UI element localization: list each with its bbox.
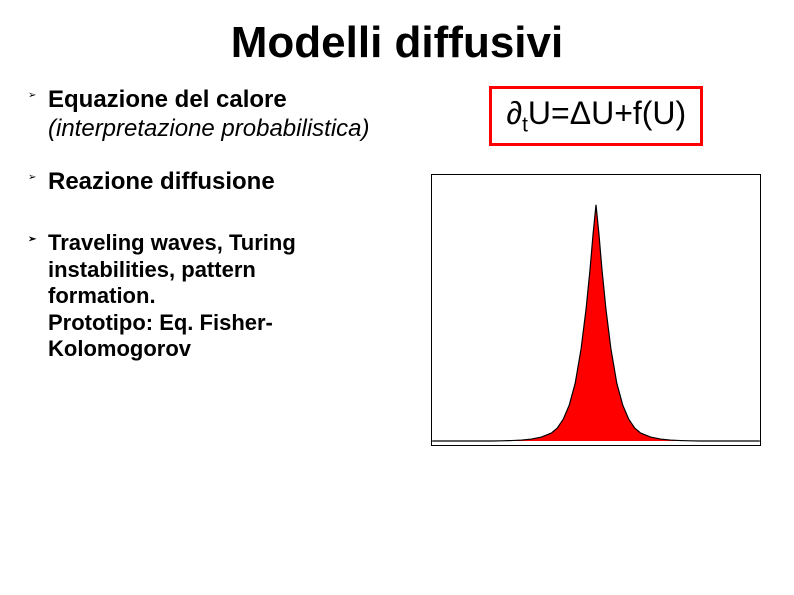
bullet-1: ➢ Equazione del calore (interpretazione … — [28, 86, 417, 144]
equation-rest: U=ΔU+f(U) — [528, 95, 686, 131]
bullet-2-text: Reazione diffusione — [48, 168, 275, 195]
bullet-marker-icon: ➢ — [28, 234, 36, 246]
bullet-3: ➢ Traveling waves, Turing instabilities,… — [28, 230, 417, 362]
bullet-3-line5: Kolomogorov — [48, 336, 191, 361]
equation-partial: ∂ — [506, 95, 522, 131]
equation-box: ∂tU=ΔU+f(U) — [489, 86, 703, 146]
bullet-1-italic: (interpretazione probabilistica) — [48, 115, 370, 142]
bullet-2: ➢ Reazione diffusione — [28, 168, 417, 197]
bullet-3-line2: instabilities, pattern — [48, 257, 256, 282]
bullet-marker-icon: ➢ — [28, 172, 36, 184]
bullet-3-line1: Traveling waves, Turing — [48, 230, 296, 255]
distribution-chart — [431, 174, 761, 446]
slide: Modelli diffusivi ➢ Equazione del calore… — [0, 0, 794, 595]
left-column: ➢ Equazione del calore (interpretazione … — [28, 86, 427, 446]
bullet-marker-icon: ➢ — [28, 90, 36, 102]
bullet-1-bold: Equazione del calore — [48, 86, 287, 113]
content-row: ➢ Equazione del calore (interpretazione … — [28, 86, 766, 446]
bullet-3-line3: formation. — [48, 283, 156, 308]
slide-title: Modelli diffusivi — [28, 18, 766, 68]
bullet-3-line4: Prototipo: Eq. Fisher- — [48, 310, 273, 335]
right-column: ∂tU=ΔU+f(U) — [427, 86, 766, 446]
